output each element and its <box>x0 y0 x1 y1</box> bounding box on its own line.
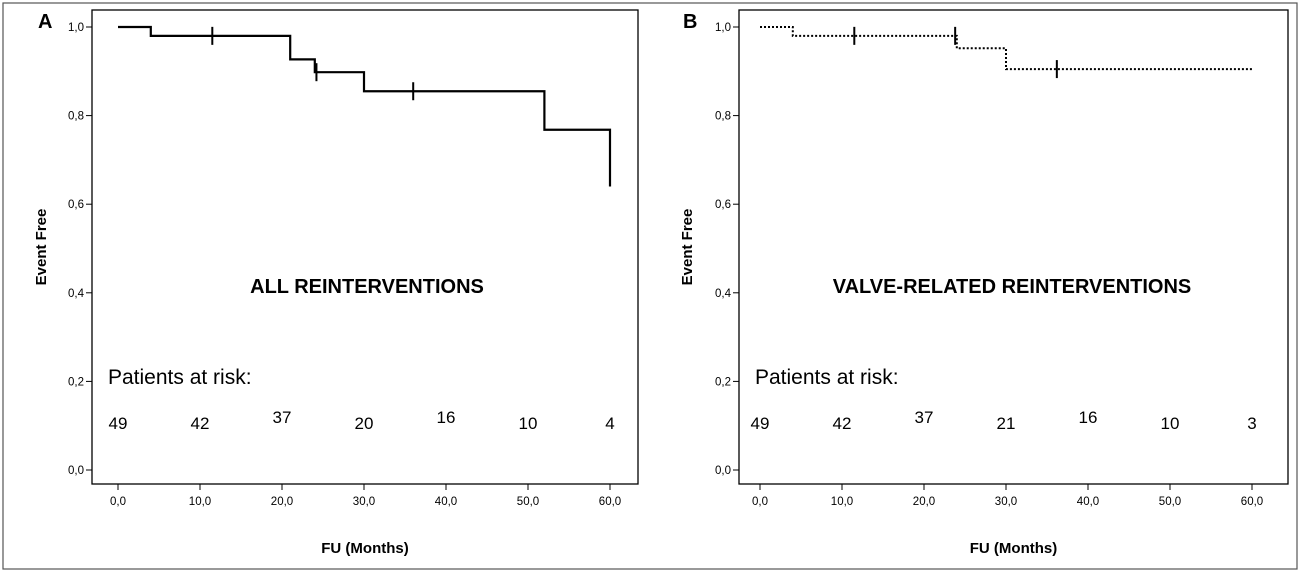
risk-table-title: Patients at risk: <box>755 366 899 389</box>
y-tick-label: 0,6 <box>68 199 84 211</box>
risk-count: 3 <box>1247 414 1256 433</box>
panel-label: A <box>38 11 52 33</box>
panel-annotation: ALL REINTERVENTIONS <box>250 276 484 298</box>
y-tick-label: 0,4 <box>715 288 732 300</box>
x-tick-label: 0,0 <box>110 496 126 508</box>
x-tick-label: 20,0 <box>913 496 935 508</box>
chart-panel-a: A 0,0 0,2 0,4 0,6 0,8 1,0 0,0 10,0 20,0 30,0 40,0 50… <box>33 9 639 557</box>
risk-count: 49 <box>109 414 128 433</box>
panel-label: B <box>683 11 697 33</box>
risk-count: 42 <box>833 414 852 433</box>
y-tick-label: 0,0 <box>715 465 731 477</box>
y-tick-label: 0,0 <box>68 465 84 477</box>
x-tick-label: 20,0 <box>271 496 293 508</box>
panel-annotation: VALVE-RELATED REINTERVENTIONS <box>833 276 1192 298</box>
x-tick-label: 50,0 <box>517 496 539 508</box>
risk-count: 49 <box>751 414 770 433</box>
x-tick-label: 40,0 <box>435 496 457 508</box>
plot-frame <box>738 9 1289 485</box>
y-tick-label: 0,8 <box>715 111 731 123</box>
y-tick-label: 1,0 <box>715 22 731 34</box>
x-tick-label: 40,0 <box>1077 496 1099 508</box>
x-tick-label: 30,0 <box>353 496 375 508</box>
risk-count: 20 <box>355 414 374 433</box>
y-tick-label: 0,8 <box>68 111 84 123</box>
risk-count: 21 <box>997 414 1016 433</box>
risk-table-title: Patients at risk: <box>108 366 252 389</box>
x-tick-label: 60,0 <box>1241 496 1263 508</box>
x-axis-title: FU (Months) <box>321 540 408 557</box>
y-axis-title: Event Free <box>33 209 50 286</box>
chart-panel-b: B 0,0 0,2 0,4 0,6 0,8 1,0 0,0 10,0 20,0 30,0 40,0 50… <box>679 9 1289 557</box>
x-axis-title: FU (Months) <box>970 540 1057 557</box>
risk-count: 10 <box>519 414 538 433</box>
risk-count: 37 <box>915 408 934 427</box>
survival-curve <box>118 25 612 187</box>
x-tick-label: 0,0 <box>752 496 768 508</box>
x-tick-label: 60,0 <box>599 496 621 508</box>
y-tick-label: 0,2 <box>715 376 731 388</box>
risk-count: 37 <box>273 408 292 427</box>
x-tick-label: 10,0 <box>189 496 211 508</box>
y-axis-title: Event Free <box>679 209 696 286</box>
y-tick-label: 1,0 <box>68 22 84 34</box>
risk-count: 16 <box>1079 408 1098 427</box>
plot-frame <box>91 9 639 485</box>
y-tick-label: 0,6 <box>715 199 731 211</box>
y-tick-label: 0,2 <box>68 376 84 388</box>
y-tick-label: 0,4 <box>68 288 85 300</box>
risk-count: 10 <box>1161 414 1180 433</box>
risk-count: 16 <box>437 408 456 427</box>
x-tick-label: 30,0 <box>995 496 1017 508</box>
risk-count: 4 <box>605 414 614 433</box>
survival-curve <box>760 26 1252 71</box>
x-tick-label: 10,0 <box>831 496 853 508</box>
risk-count: 42 <box>191 414 210 433</box>
x-tick-label: 50,0 <box>1159 496 1181 508</box>
